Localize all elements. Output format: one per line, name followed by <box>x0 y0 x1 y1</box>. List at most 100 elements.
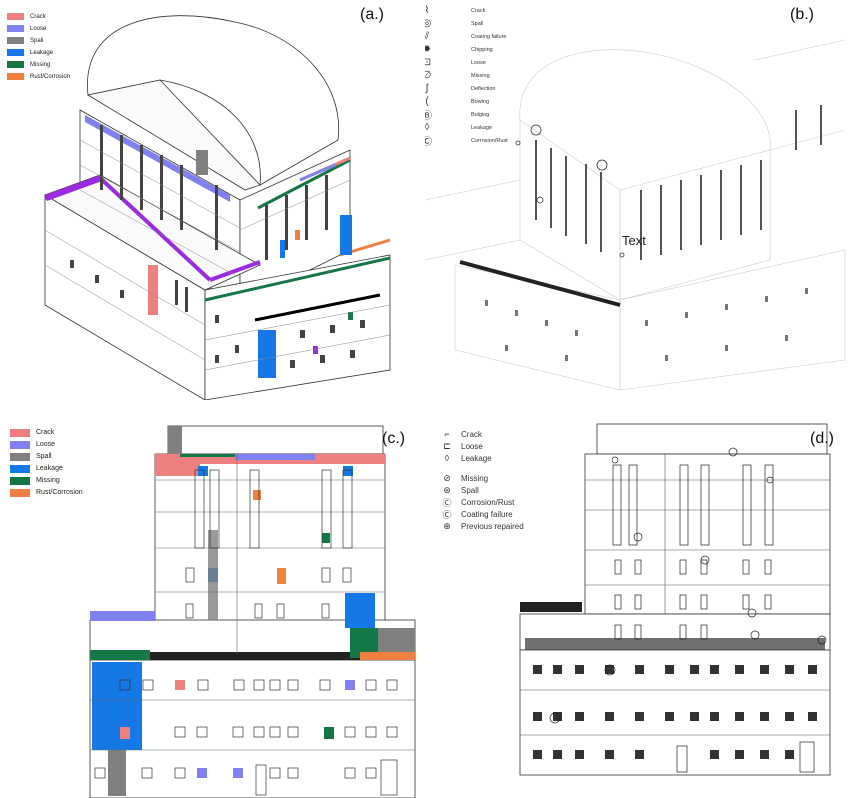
legend-swatch <box>7 49 24 56</box>
panel-label-b: (b.) <box>790 6 814 23</box>
legend-label: Spall <box>461 485 479 495</box>
legend-swatch <box>10 464 30 473</box>
legend-label: Chipping <box>471 46 493 53</box>
panel-label-a: (a.) <box>360 6 384 23</box>
square-spiral-icon: ⊡ <box>425 57 432 68</box>
legend-item: Loose <box>7 23 70 34</box>
starburst-icon: ✹ <box>425 44 432 55</box>
symbol-legend-b: ⌇ Crack ◎ Spall ⫽ Coating failure ✹ Chipping… <box>425 4 508 148</box>
circled-c-icon: Ⓒ <box>442 497 452 508</box>
legend-label: Spall <box>30 37 44 44</box>
legend-item: Ⓒ Corrosion/Rust <box>439 496 524 508</box>
legend-label: Leakage <box>36 465 63 472</box>
spall-circle-icon: ◎ <box>425 18 432 29</box>
legend-item: ⊡ Loose <box>425 56 508 69</box>
legend-swatch <box>7 25 24 32</box>
legend-item: Loose <box>10 439 83 450</box>
legend-item: ⊕ Previous repaired <box>439 520 524 532</box>
legend-label: Loose <box>36 441 56 448</box>
panel-c-drawing <box>89 425 416 798</box>
legend-item: Ⓒ Corrosion/Rust <box>425 134 508 148</box>
crossed-circle-icon: ⊕ <box>443 520 451 531</box>
arc-icon: ( <box>425 96 429 107</box>
legend-label: Spall <box>471 20 484 27</box>
legend-label: Leakage <box>30 49 54 56</box>
s-curve-icon: ∫ <box>425 83 429 94</box>
legend-label: Coating failure <box>461 509 513 519</box>
annotation-text: Text <box>622 233 646 248</box>
legend-swatch <box>7 37 24 44</box>
panel-label-d: (d.) <box>810 430 834 447</box>
legend-label: Spall <box>36 453 52 460</box>
panel-c: Crack Loose Spall Leakage Missing Rust/C… <box>0 400 425 798</box>
legend-item: Leakage <box>10 463 83 474</box>
legend-item: ⌇ Crack <box>425 4 508 17</box>
legend-label: Previous repaired <box>461 521 524 531</box>
double-slash-icon: ⫽ <box>425 31 430 42</box>
circled-c-icon: Ⓒ <box>425 137 432 148</box>
legend-item: ✹ Chipping <box>425 43 508 56</box>
legend-label: Bulging <box>471 111 490 118</box>
legend-label: Corrosion/Rust <box>471 137 508 144</box>
legend-label: Coating failure <box>471 33 507 40</box>
legend-swatch <box>10 488 30 497</box>
legend-label: Loose <box>30 25 47 32</box>
legend-swatch <box>10 428 30 437</box>
panel-d-drawing <box>519 423 831 776</box>
legend-item: Ⓑ Bulging <box>425 108 508 122</box>
legend-item: Leakage <box>7 47 70 58</box>
legend-swatch <box>7 61 24 68</box>
panel-a: Crack Loose Spall Leakage Missing Rust/C… <box>0 0 425 400</box>
legend-item: Crack <box>7 11 70 22</box>
legend-label: Deflection <box>471 85 496 92</box>
legend-label: Crack <box>36 429 55 436</box>
legend-item: ( Bowing <box>425 95 508 108</box>
legend-item: Crack <box>10 427 83 438</box>
legend-label: Crack <box>30 13 46 20</box>
legend-item: ◊ Leakage <box>425 121 508 134</box>
legend-label: Missing <box>36 477 60 484</box>
legend-item: ⫽ Coating failure <box>425 30 508 43</box>
legend-label: Rust/Corrosion <box>30 73 71 80</box>
legend-label: Leakage <box>461 453 492 463</box>
panel-label-c: (c.) <box>382 430 406 447</box>
legend-item: Rust/Corrosion <box>10 487 83 498</box>
legend-item: ◊ Leakage <box>439 452 524 464</box>
legend-item: ⊛ Spall <box>439 484 524 496</box>
legend-label: Loose <box>461 441 483 451</box>
color-legend-a: Crack Loose Spall Leakage Missing Rust/C… <box>7 11 70 83</box>
droplet-icon: ◊ <box>425 122 430 133</box>
legend-swatch <box>7 73 24 80</box>
legend-item: Missing <box>10 475 83 486</box>
color-legend-c: Crack Loose Spall Leakage Missing Rust/C… <box>10 427 83 499</box>
legend-item: ⊘ Missing <box>439 472 524 484</box>
symbol-legend-d: ⌐ Crack ⊏ Loose ◊ Leakage ⊘ Missing ⊛ Spall Ⓒ… <box>439 428 524 532</box>
legend-label: Loose <box>471 59 486 66</box>
legend-item: Ⓒ Coating failure <box>439 508 524 520</box>
coating-circle-icon: Ⓒ <box>442 509 452 520</box>
zigzag-crack-icon: ⌇ <box>425 5 430 16</box>
legend-label: Missing <box>30 61 51 68</box>
legend-label: Bowing <box>471 98 490 105</box>
droplet-icon: ◊ <box>444 453 450 463</box>
legend-item: Missing <box>7 59 70 70</box>
legend-item: ⊏ Loose <box>439 440 524 452</box>
legend-item: ∫ Deflection <box>425 82 508 95</box>
panel-b-drawing <box>425 39 846 391</box>
legend-label: Crack <box>461 429 482 439</box>
legend-label: Missing <box>461 473 489 483</box>
panel-d: ⌐ Crack ⊏ Loose ◊ Leakage ⊘ Missing ⊛ Spall Ⓒ… <box>425 400 850 798</box>
slashed-zero-icon: ∅ <box>425 70 432 81</box>
legend-label: Missing <box>471 72 490 79</box>
legend-label: Corrosion/Rust <box>461 497 515 507</box>
crack-line-icon: ⌐ <box>444 429 450 439</box>
slashed-circle-icon: ⊘ <box>443 472 451 483</box>
circled-b-icon: Ⓑ <box>425 111 432 122</box>
legend-label: Crack <box>471 7 486 14</box>
legend-label: Rust/Corrosion <box>36 489 83 496</box>
legend-item: Rust/Corrosion <box>7 71 70 82</box>
legend-item: ◎ Spall <box>425 17 508 30</box>
legend-swatch <box>10 440 30 449</box>
legend-item: ⌐ Crack <box>439 428 524 440</box>
panel-a-drawing <box>44 15 391 400</box>
